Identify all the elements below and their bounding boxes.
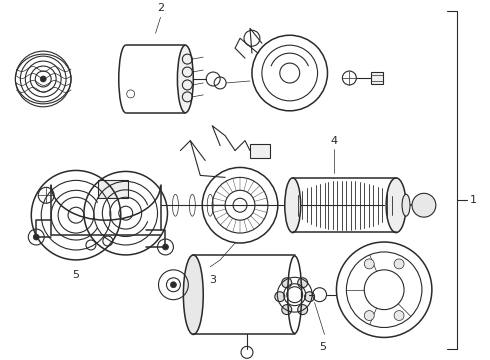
Circle shape bbox=[305, 292, 315, 302]
Bar bbox=[98, 180, 128, 198]
Text: 5: 5 bbox=[319, 342, 326, 352]
Text: 1: 1 bbox=[469, 195, 477, 205]
Bar bbox=[371, 72, 383, 84]
Ellipse shape bbox=[183, 255, 203, 334]
Ellipse shape bbox=[285, 178, 301, 233]
Text: 3: 3 bbox=[209, 275, 216, 285]
Circle shape bbox=[33, 234, 39, 240]
Text: 4: 4 bbox=[331, 136, 338, 145]
Circle shape bbox=[163, 244, 169, 250]
Ellipse shape bbox=[402, 194, 410, 216]
Circle shape bbox=[40, 76, 46, 82]
Ellipse shape bbox=[177, 45, 194, 113]
Circle shape bbox=[282, 278, 292, 288]
Circle shape bbox=[412, 193, 436, 217]
Ellipse shape bbox=[386, 178, 406, 233]
Text: 5: 5 bbox=[73, 270, 79, 280]
Circle shape bbox=[364, 259, 374, 269]
Circle shape bbox=[394, 259, 404, 269]
Circle shape bbox=[364, 311, 374, 320]
Circle shape bbox=[171, 282, 176, 288]
Circle shape bbox=[394, 311, 404, 320]
Circle shape bbox=[298, 305, 308, 315]
Circle shape bbox=[282, 305, 292, 315]
Bar bbox=[250, 144, 270, 158]
Circle shape bbox=[298, 278, 308, 288]
Text: 2: 2 bbox=[157, 3, 164, 13]
Circle shape bbox=[275, 292, 285, 302]
